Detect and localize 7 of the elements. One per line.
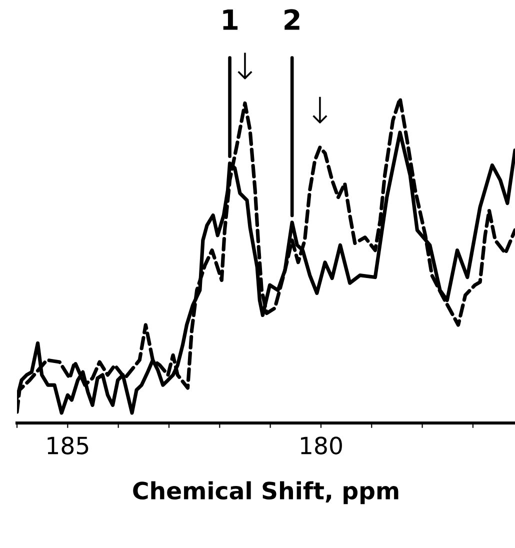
x-axis-title: Chemical Shift, ppm (133, 481, 398, 504)
annotation: ↓ (238, 52, 252, 80)
x-tick-label: 180 (301, 436, 342, 454)
annotation: 1 (223, 10, 238, 30)
annotation: ↓ (312, 96, 328, 124)
annotation: 2 (284, 9, 300, 30)
x-tick-label: 185 (48, 436, 88, 454)
